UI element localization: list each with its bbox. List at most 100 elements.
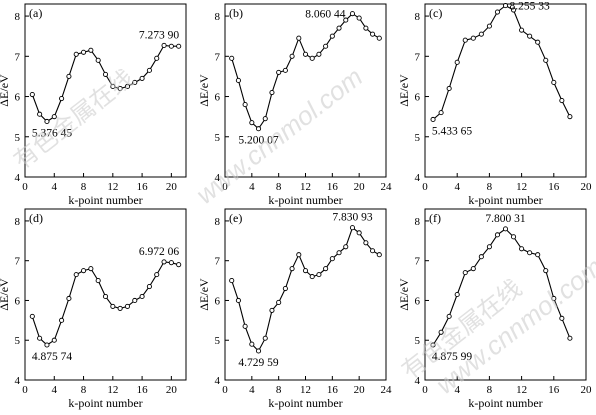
data-point — [323, 266, 329, 272]
data-point — [88, 266, 94, 272]
x-tick-label: 24 — [381, 384, 393, 396]
data-point — [168, 43, 174, 49]
panel-label: (b) — [229, 6, 243, 20]
x-tick-label: 8 — [487, 181, 493, 193]
data-point — [502, 226, 509, 232]
x-tick-label: 4 — [52, 181, 58, 193]
data-annotation: 7.800 31 — [485, 213, 526, 225]
x-tick-label: 4 — [454, 181, 460, 193]
data-point — [110, 303, 116, 309]
y-tick-label: 8 — [215, 11, 221, 23]
data-point — [102, 293, 109, 300]
data-point — [132, 79, 138, 86]
data-point — [309, 55, 315, 61]
data-point — [235, 297, 241, 304]
data-point — [59, 317, 65, 323]
x-tick-label: 0 — [22, 384, 28, 396]
x-tick-label: 12 — [516, 384, 527, 396]
plot-frame — [24, 208, 187, 381]
y-tick-label: 6 — [215, 92, 221, 104]
data-point — [486, 23, 492, 29]
data-point — [430, 116, 436, 123]
data-point — [37, 111, 43, 117]
data-point — [262, 335, 268, 341]
data-point — [249, 341, 255, 347]
data-point — [316, 51, 322, 57]
data-point — [494, 232, 501, 238]
series-line — [231, 226, 380, 352]
data-point — [535, 39, 541, 45]
y-tick-label: 6 — [415, 295, 421, 307]
data-point — [132, 297, 138, 304]
x-tick-label: 20 — [581, 384, 593, 396]
data-point — [249, 120, 255, 126]
x-tick-label: 16 — [548, 181, 560, 193]
data-point — [356, 230, 362, 236]
panel-label: (a) — [29, 6, 42, 20]
data-point — [527, 250, 533, 256]
data-point — [349, 11, 356, 17]
x-axis-label: k-point number — [468, 396, 542, 410]
data-point — [124, 303, 131, 309]
x-tick-label: 8 — [81, 384, 87, 396]
y-tick-label: 4 — [215, 172, 221, 184]
data-point — [139, 75, 145, 81]
data-point — [438, 329, 444, 335]
x-tick-label: 0 — [222, 384, 228, 396]
data-point — [282, 67, 288, 73]
y-tick-label: 4 — [15, 375, 21, 387]
data-annotation: 5.376 45 — [32, 127, 73, 139]
data-point — [88, 47, 94, 53]
x-tick-label: 16 — [137, 384, 149, 396]
x-tick-label: 0 — [22, 181, 28, 193]
data-point — [478, 254, 484, 260]
x-tick-label: 4 — [52, 384, 58, 396]
x-tick-label: 20 — [354, 181, 366, 193]
data-point — [510, 234, 517, 240]
data-point — [146, 67, 152, 73]
x-tick-label: 8 — [81, 181, 87, 193]
y-axis-label: ΔE/eV — [0, 74, 11, 107]
data-point — [229, 55, 235, 61]
data-point — [316, 272, 322, 278]
data-point — [446, 313, 452, 319]
panel-label: (f) — [429, 211, 441, 225]
data-annotation: 5.433 65 — [432, 125, 473, 137]
x-axis-label: k-point number — [68, 193, 142, 207]
data-point — [289, 53, 295, 59]
x-tick-label: 24 — [381, 181, 393, 193]
watermark-cn-1: 有色金属在线 — [9, 65, 139, 175]
data-point — [363, 25, 369, 31]
data-point — [438, 110, 444, 116]
data-point — [510, 7, 517, 13]
x-tick-label: 8 — [276, 181, 282, 193]
y-tick-label: 5 — [415, 335, 421, 347]
x-tick-label: 0 — [422, 181, 428, 193]
x-tick-label: 8 — [487, 384, 493, 396]
x-axis-label: k-point number — [68, 396, 142, 410]
y-axis-label: ΔE/eV — [397, 278, 411, 311]
data-point — [343, 244, 349, 250]
x-tick-label: 16 — [327, 181, 339, 193]
data-point — [296, 35, 302, 41]
x-axis-label: k-point number — [268, 193, 342, 207]
data-point — [124, 83, 131, 90]
data-point — [146, 283, 152, 290]
data-point — [176, 262, 182, 268]
x-tick-label: 20 — [166, 384, 178, 396]
y-tick-label: 4 — [415, 375, 421, 387]
data-point — [543, 57, 549, 63]
data-point — [470, 266, 476, 272]
data-point — [551, 295, 557, 302]
x-tick-label: 12 — [300, 384, 311, 396]
data-point — [543, 268, 549, 274]
data-point — [269, 89, 275, 96]
data-point — [559, 98, 565, 104]
data-point — [95, 57, 101, 63]
data-point — [255, 348, 262, 354]
